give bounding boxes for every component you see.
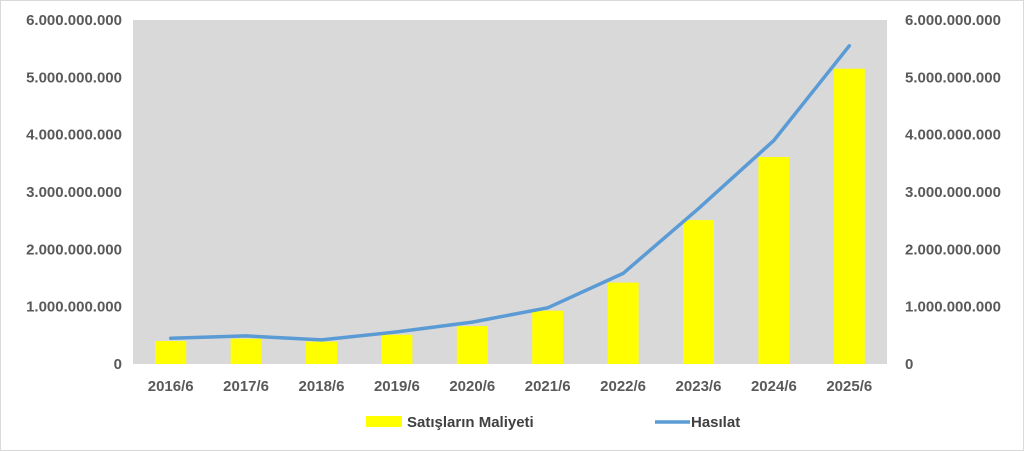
line-series-hasilat (168, 44, 852, 342)
y2-tick-label: 5.000.000.000 (905, 69, 1001, 86)
x-tick-label: 2024/6 (751, 378, 797, 395)
bar[interactable] (155, 341, 187, 364)
bar[interactable] (532, 310, 564, 364)
x-tick-label: 2017/6 (223, 378, 269, 395)
y2-tick-label: 1.000.000.000 (905, 299, 1001, 316)
y-tick-label: 4.000.000.000 (26, 127, 122, 144)
y2-tick-label: 3.000.000.000 (905, 184, 1001, 201)
x-tick-label: 2021/6 (525, 378, 571, 395)
bar[interactable] (607, 282, 639, 364)
x-tick-label: 2019/6 (374, 378, 420, 395)
left-y-axis: 0 1.000.000.000 2.000.000.000 3.000.000.000… (26, 12, 122, 373)
x-tick-label: 2020/6 (449, 378, 495, 395)
legend-label-line: Hasılat (691, 414, 740, 431)
bar-series (155, 68, 865, 364)
x-tick-label: 2016/6 (148, 378, 194, 395)
x-axis: 2016/6 2017/6 2018/6 2019/6 2020/6 2021/6 2022… (148, 378, 872, 395)
y2-tick-label: 4.000.000.000 (905, 127, 1001, 144)
right-y-axis: 0 1.000.000.000 2.000.000.000 3.000.000.000… (905, 12, 1001, 373)
legend-item-line[interactable]: Hasılat (655, 414, 740, 431)
bar[interactable] (306, 341, 337, 364)
bar[interactable] (833, 68, 865, 364)
y-tick-label: 5.000.000.000 (26, 69, 122, 86)
x-tick-label: 2025/6 (826, 378, 872, 395)
y2-tick-label: 2.000.000.000 (905, 241, 1001, 258)
legend-label-bars: Satışların Maliyeti (407, 414, 534, 431)
y2-tick-label: 6.000.000.000 (905, 12, 1001, 29)
y-tick-label: 0 (114, 356, 122, 373)
bar[interactable] (758, 157, 790, 364)
x-tick-label: 2018/6 (299, 378, 345, 395)
x-tick-label: 2022/6 (600, 378, 646, 395)
y-tick-label: 2.000.000.000 (26, 241, 122, 258)
y-tick-label: 3.000.000.000 (26, 184, 122, 201)
y-tick-label: 6.000.000.000 (26, 12, 122, 29)
bar[interactable] (456, 326, 488, 364)
legend-item-bars[interactable]: Satışların Maliyeti (366, 414, 534, 431)
x-tick-label: 2023/6 (676, 378, 722, 395)
legend: Satışların Maliyeti Hasılat (366, 414, 740, 431)
bar[interactable] (381, 334, 413, 364)
y2-tick-label: 0 (905, 356, 913, 373)
y-tick-label: 1.000.000.000 (26, 299, 122, 316)
legend-swatch-bars (366, 416, 402, 427)
bar[interactable] (683, 220, 714, 364)
bar[interactable] (230, 338, 262, 364)
